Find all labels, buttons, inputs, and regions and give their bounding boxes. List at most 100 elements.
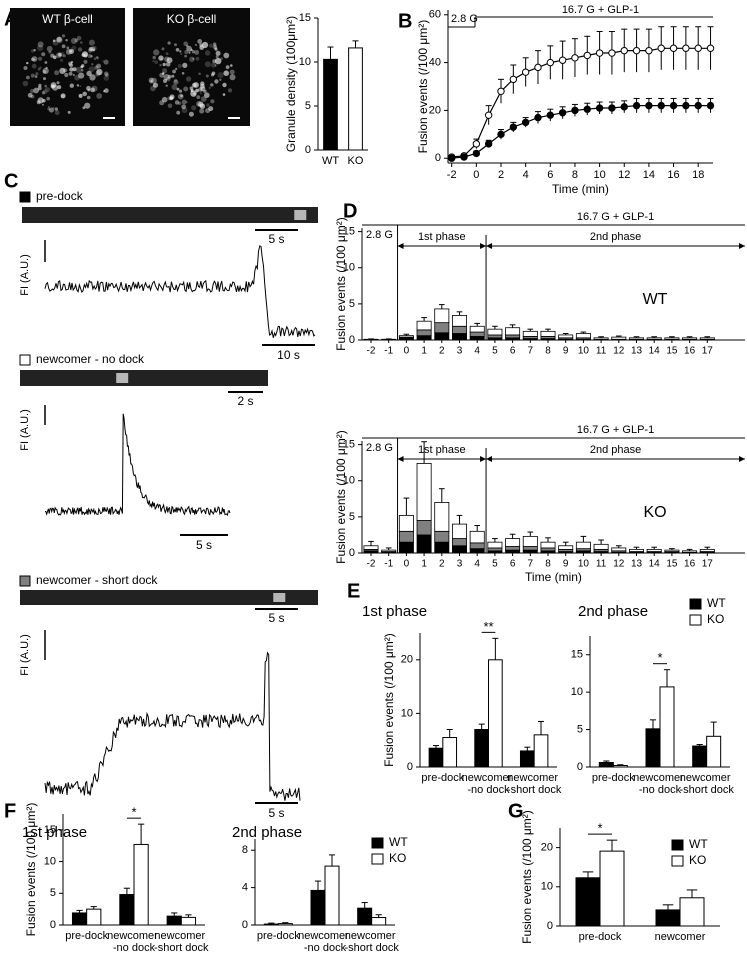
granule xyxy=(46,45,53,52)
granule xyxy=(204,92,210,98)
marker xyxy=(682,101,690,110)
y-tick-label: 10 xyxy=(343,475,355,487)
granule xyxy=(229,74,236,81)
marker xyxy=(608,104,616,112)
granule xyxy=(77,47,83,52)
bar-segment xyxy=(540,541,556,549)
bar xyxy=(679,897,705,927)
granule xyxy=(165,62,171,67)
y-tick-label: 5 xyxy=(577,723,583,735)
bar-segment xyxy=(593,543,609,550)
bar xyxy=(488,659,503,768)
annotation: 2.8 G xyxy=(366,229,393,241)
bar xyxy=(442,737,458,768)
significance-label: * xyxy=(131,805,136,820)
bar-segment xyxy=(522,546,538,551)
x-tick-label: 6 xyxy=(510,346,516,357)
granule xyxy=(68,71,73,76)
x-tick-label: 3 xyxy=(457,559,463,570)
granule xyxy=(190,48,193,52)
granule xyxy=(181,104,187,110)
x-tick-label: newcomer -short dock xyxy=(679,772,734,796)
granule xyxy=(199,92,202,95)
granule xyxy=(62,54,66,58)
granule xyxy=(31,63,37,69)
marker xyxy=(497,87,505,95)
bar-segment xyxy=(398,541,414,554)
marker xyxy=(521,118,530,127)
granule xyxy=(41,52,46,57)
granule xyxy=(167,41,171,45)
x-tick-label: 15 xyxy=(666,346,678,357)
granule xyxy=(197,104,200,107)
bar-segment xyxy=(434,322,450,334)
granule xyxy=(212,59,217,64)
granule xyxy=(162,62,166,67)
x-tick-label: 14 xyxy=(649,559,661,570)
granule xyxy=(182,62,188,68)
granule xyxy=(48,106,51,109)
y-tick-label: 5 xyxy=(349,511,355,523)
granule xyxy=(69,83,75,88)
x-tick-label: 11 xyxy=(596,559,607,570)
bar-segment xyxy=(469,335,485,341)
granule xyxy=(171,84,178,90)
granule xyxy=(37,86,42,91)
marker xyxy=(558,109,567,117)
y-tick-label: 40 xyxy=(429,57,441,69)
legend-swatch xyxy=(671,839,684,851)
granule xyxy=(102,60,105,63)
granule xyxy=(198,72,201,76)
bar xyxy=(277,923,293,926)
granule xyxy=(38,56,43,61)
trace-ylabel: FI (A.U.) xyxy=(19,634,31,676)
y-axis-label: Fusion events (/100 μm²) xyxy=(24,803,38,937)
granule xyxy=(79,85,82,88)
marker xyxy=(657,101,665,110)
annotation: 2.8 G xyxy=(451,13,478,25)
granule xyxy=(52,84,59,91)
granule xyxy=(35,72,39,76)
x-tick-label: newcomer -short dock xyxy=(507,772,562,796)
granule xyxy=(176,110,181,115)
legend-label: KO xyxy=(707,612,724,626)
y-tick-label: 20 xyxy=(541,842,553,854)
bar xyxy=(310,889,326,926)
granule xyxy=(104,88,109,93)
group-label: KO xyxy=(643,504,666,521)
panel-letter: C xyxy=(4,170,18,192)
granule xyxy=(84,102,91,109)
y-tick-label: 0 xyxy=(349,334,355,346)
marker xyxy=(669,44,678,52)
legend-swatch xyxy=(689,598,702,610)
x-tick-label: 3 xyxy=(457,346,463,357)
legend-label: KO xyxy=(389,851,406,865)
x-tick-label: newcomer -no dock xyxy=(633,772,687,796)
marker xyxy=(632,101,641,110)
scale-label: 10 s xyxy=(277,348,300,362)
marker xyxy=(534,113,542,122)
granule xyxy=(199,108,205,114)
granule xyxy=(208,86,211,89)
granule xyxy=(150,77,157,84)
granule xyxy=(223,70,229,76)
bar-segment xyxy=(487,334,503,339)
granule xyxy=(88,66,95,73)
y-tick-label: 20 xyxy=(429,104,441,116)
bar-segment xyxy=(434,541,450,554)
granule xyxy=(225,65,230,69)
x-tick-label: 2 xyxy=(439,559,445,570)
granule xyxy=(161,72,165,75)
bar xyxy=(357,907,373,926)
bar-segment xyxy=(505,538,521,547)
bar-segment xyxy=(434,530,450,543)
bar-segment xyxy=(593,337,609,340)
granule xyxy=(154,60,159,64)
scale-label: 2 s xyxy=(237,394,253,408)
granule xyxy=(30,73,35,78)
granule xyxy=(60,93,66,99)
marker xyxy=(509,75,518,84)
bar-segment xyxy=(434,332,450,341)
trace-label: pre-dock xyxy=(36,189,84,203)
y-tick-label: 0 xyxy=(305,144,311,156)
